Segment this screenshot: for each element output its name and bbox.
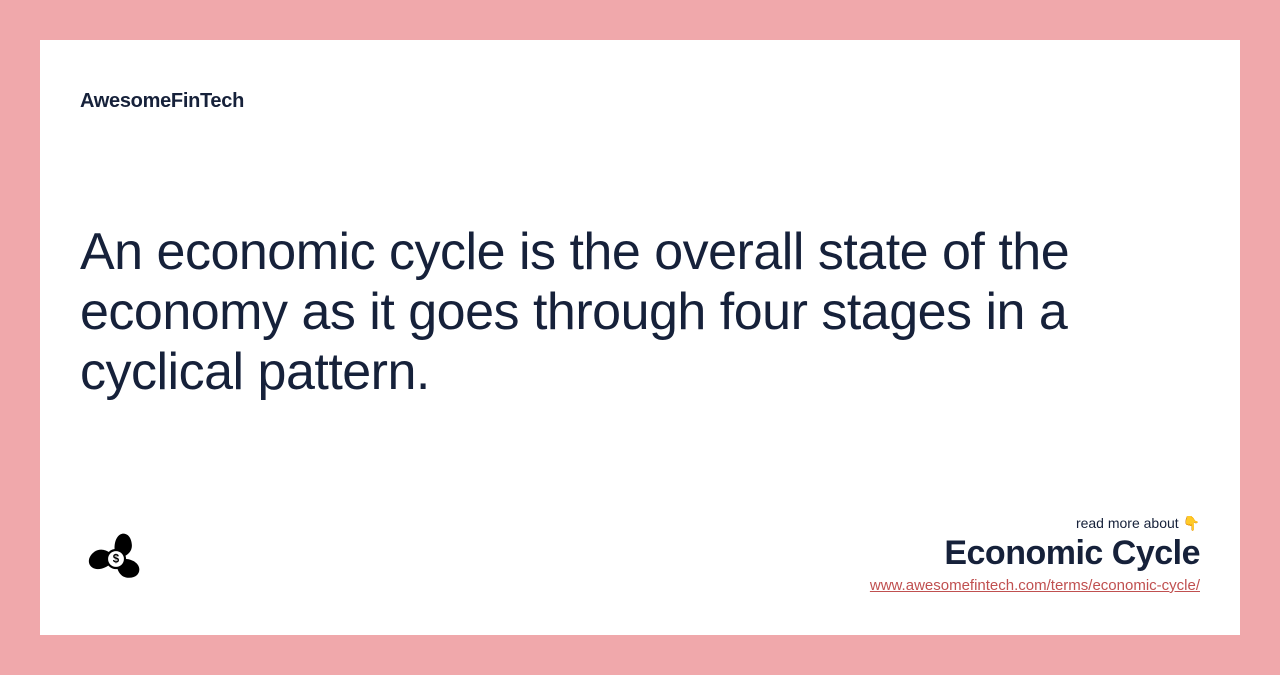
fintech-fan-icon: $	[80, 523, 152, 595]
brand-wordmark: AwesomeFinTech	[80, 90, 1200, 113]
svg-text:$: $	[113, 554, 120, 566]
term-title: Economic Cycle	[870, 534, 1200, 573]
term-url-link[interactable]: www.awesomefintech.com/terms/economic-cy…	[870, 577, 1200, 594]
read-more-block: read more about 👇 Economic Cycle www.awe…	[870, 515, 1200, 595]
read-more-label: read more about 👇	[870, 515, 1200, 532]
info-card: AwesomeFinTech An economic cycle is the …	[40, 40, 1240, 635]
headline-text: An economic cycle is the overall state o…	[80, 223, 1200, 402]
card-footer: $ read more about 👇 Economic Cycle www.a…	[80, 515, 1200, 595]
